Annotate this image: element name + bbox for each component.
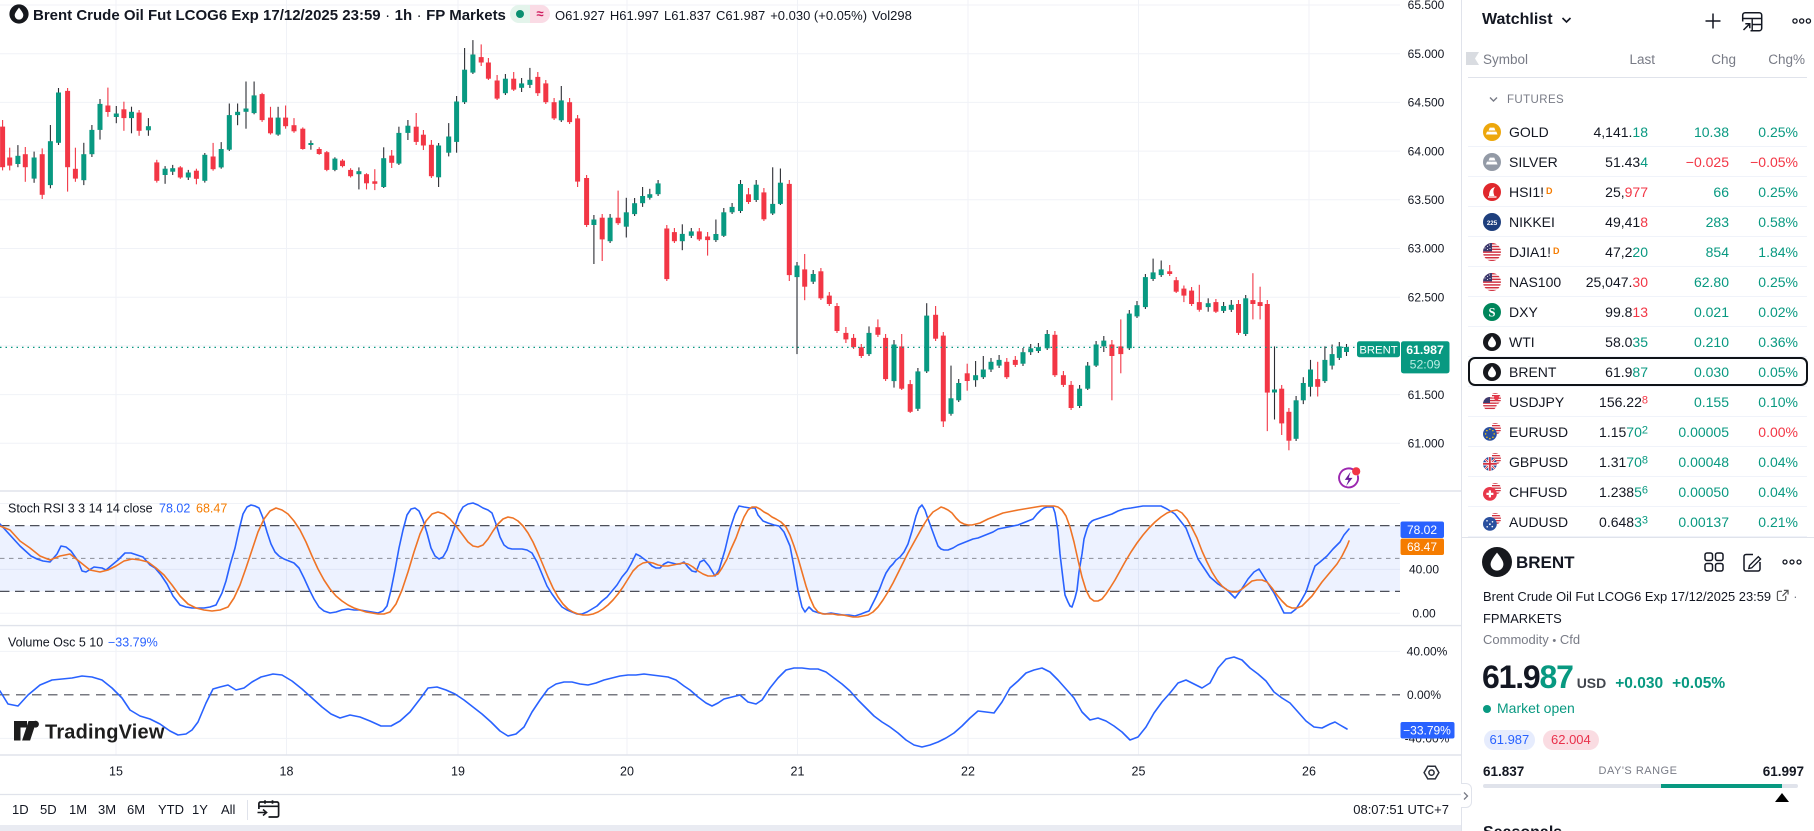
svg-text:40.00: 40.00 xyxy=(1409,563,1439,577)
svg-text:−33.79%: −33.79% xyxy=(108,636,158,650)
svg-text:65.500: 65.500 xyxy=(1408,0,1445,12)
svg-text:Stoch RSI 3 3 14 14 close: Stoch RSI 3 3 14 14 close xyxy=(8,502,153,516)
svg-text:26: 26 xyxy=(1302,765,1316,779)
svg-text:225: 225 xyxy=(1487,220,1498,227)
svg-text:15: 15 xyxy=(109,765,123,779)
svg-text:63.500: 63.500 xyxy=(1408,193,1445,207)
svg-text:21: 21 xyxy=(791,765,805,779)
svg-text:52:09: 52:09 xyxy=(1410,358,1441,372)
svg-text:18: 18 xyxy=(280,765,294,779)
svg-text:65.000: 65.000 xyxy=(1408,47,1445,61)
svg-text:BRENT: BRENT xyxy=(1359,345,1397,357)
svg-text:22: 22 xyxy=(961,765,975,779)
svg-text:61.500: 61.500 xyxy=(1408,388,1445,402)
svg-text:S: S xyxy=(1489,305,1496,319)
svg-text:68.47: 68.47 xyxy=(196,502,227,516)
svg-text:−33.79%: −33.79% xyxy=(1403,724,1451,738)
svg-text:0.00: 0.00 xyxy=(1412,607,1436,621)
svg-text:20: 20 xyxy=(620,765,634,779)
svg-text:19: 19 xyxy=(451,765,465,779)
svg-text:0.00%: 0.00% xyxy=(1407,688,1441,702)
svg-text:25: 25 xyxy=(1132,765,1146,779)
svg-text:68.47: 68.47 xyxy=(1407,540,1437,554)
svg-text:61.987: 61.987 xyxy=(1406,343,1444,357)
svg-text:64.500: 64.500 xyxy=(1408,96,1445,110)
svg-text:78.02: 78.02 xyxy=(159,502,190,516)
svg-text:64.000: 64.000 xyxy=(1408,144,1445,158)
svg-text:Volume Osc 5 10: Volume Osc 5 10 xyxy=(8,636,103,650)
svg-text:40.00%: 40.00% xyxy=(1407,645,1448,659)
svg-text:TradingView: TradingView xyxy=(45,722,165,744)
svg-text:62.500: 62.500 xyxy=(1408,290,1445,304)
svg-text:61.000: 61.000 xyxy=(1408,437,1445,451)
svg-text:63.000: 63.000 xyxy=(1408,242,1445,256)
svg-text:78.02: 78.02 xyxy=(1407,523,1437,537)
